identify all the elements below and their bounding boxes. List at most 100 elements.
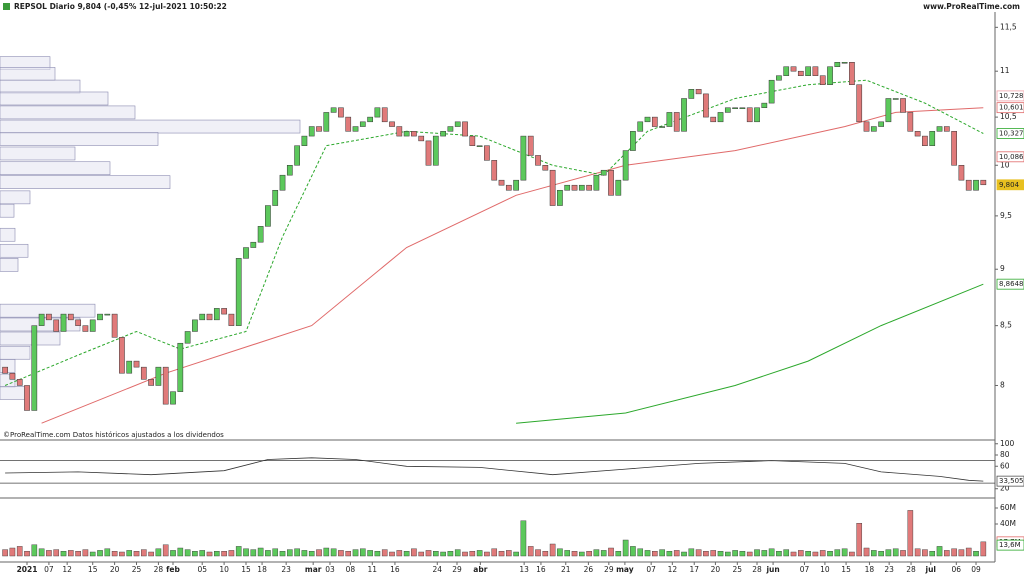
volume-bar: [316, 549, 322, 557]
volume-bar: [527, 546, 534, 557]
volume-bar: [798, 550, 804, 557]
candle: [600, 169, 607, 176]
y-tick-label: 80: [1000, 450, 1010, 459]
x-tick-label: 12: [668, 565, 678, 574]
x-tick-label: jun: [765, 565, 779, 574]
candle: [717, 112, 724, 123]
x-tick-label: 11: [368, 565, 378, 574]
candle: [418, 135, 425, 142]
candle: [673, 112, 680, 132]
price-tag: [996, 278, 1024, 290]
volume-bar: [352, 549, 359, 557]
candle: [279, 174, 286, 191]
volume-bar: [469, 551, 476, 557]
candle: [695, 89, 702, 95]
volume-profile-bar: [0, 345, 31, 360]
volume-bar: [856, 523, 863, 557]
price-tag: [996, 128, 1024, 139]
price-tag: [996, 90, 1024, 102]
x-tick-label: mar: [305, 565, 322, 574]
volume-bar: [965, 547, 972, 557]
volume-bar: [235, 546, 242, 557]
volume-bar: [863, 547, 870, 557]
volume-bar: [944, 550, 950, 557]
volume-bar: [652, 551, 658, 557]
volume-bar: [878, 551, 884, 557]
volume-bar: [557, 548, 563, 557]
candle: [469, 135, 476, 146]
volume-profile-bar: [0, 243, 29, 258]
volume-bar: [819, 550, 826, 557]
volume-bar: [958, 549, 965, 557]
candle: [849, 62, 855, 85]
volume-bar: [484, 551, 490, 557]
volume-bar: [104, 548, 111, 557]
candle: [615, 179, 622, 196]
candle: [651, 116, 658, 127]
candle: [374, 107, 381, 118]
candle: [462, 121, 468, 137]
candle: [425, 140, 432, 166]
volume-bar: [206, 551, 213, 557]
volume-bar: [936, 546, 943, 557]
volume-bar: [89, 551, 96, 557]
candle: [564, 184, 571, 191]
volume-bar: [951, 548, 957, 557]
candle: [710, 116, 717, 123]
volume-bar: [9, 547, 16, 557]
volume-bar: [433, 551, 439, 557]
candle: [768, 79, 775, 104]
volume-bar: [834, 549, 841, 557]
volume-bar: [389, 551, 395, 557]
price-tag: [996, 179, 1024, 191]
candle: [943, 126, 950, 132]
candle: [571, 184, 578, 191]
candle: [396, 126, 403, 137]
candle: [746, 107, 753, 123]
x-tick-label: 10: [820, 565, 830, 574]
x-tick-label: 28: [906, 565, 916, 574]
volume-bar: [732, 550, 738, 557]
candle: [542, 165, 549, 171]
volume-bar: [746, 551, 753, 557]
volume-bar: [133, 551, 140, 557]
volume-profile-bar: [0, 331, 61, 346]
candle: [856, 84, 863, 123]
volume-bar: [761, 550, 768, 557]
volume-bar: [666, 551, 673, 557]
candle: [805, 66, 811, 76]
candle: [965, 179, 972, 191]
candle: [936, 126, 943, 132]
x-tick-label: 20: [711, 565, 721, 574]
candle: [870, 126, 877, 132]
volume-bar: [827, 551, 833, 557]
candle: [440, 131, 446, 137]
price-tag: [996, 102, 1024, 114]
volume-bar: [345, 551, 352, 557]
x-tick-label: 25: [733, 565, 743, 574]
candle: [484, 145, 490, 161]
x-tick-label: 18: [257, 565, 267, 574]
volume-bar: [871, 550, 877, 557]
candle: [250, 241, 257, 248]
price-tag-label: 10,601: [999, 104, 1024, 112]
volume-bar: [695, 549, 702, 557]
y-tick-label: 10,5: [1000, 112, 1017, 121]
candle: [359, 121, 366, 127]
candle: [367, 116, 373, 123]
candle: [352, 126, 359, 132]
candle: [878, 121, 884, 127]
candle: [126, 360, 133, 374]
price-tag-label: 10,327: [999, 130, 1024, 138]
candle: [841, 62, 848, 64]
volume-bar: [24, 551, 30, 557]
volume-bar: [608, 547, 614, 557]
volume-bar: [805, 551, 811, 557]
volume-profile-bar: [0, 175, 171, 189]
candle: [213, 308, 220, 321]
candle: [16, 379, 23, 386]
volume-bar: [520, 520, 527, 557]
x-tick-label: 2021: [17, 565, 38, 574]
footnote: ©ProRealTime.com Datos históricos ajusta…: [3, 431, 224, 439]
candle: [89, 319, 96, 332]
